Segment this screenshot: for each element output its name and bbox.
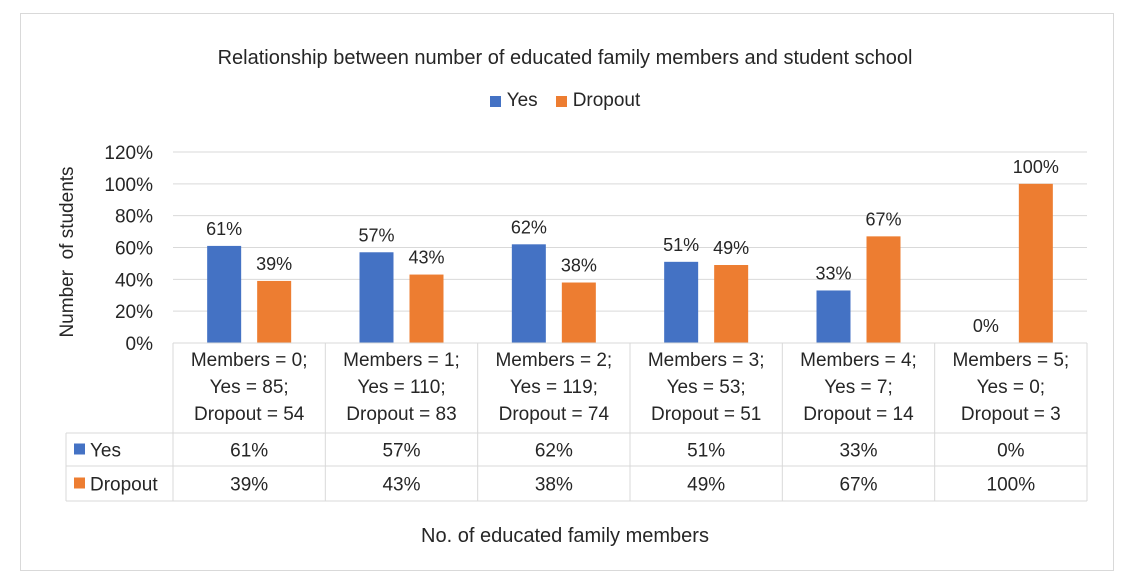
table-cell-dropout: 39% [230, 475, 268, 496]
legend-label-yes: Yes [506, 90, 538, 111]
y-tick-label: 40% [115, 270, 153, 291]
data-label-yes: 62% [511, 217, 547, 237]
chart-title: Relationship between number of educated … [217, 47, 913, 69]
table-cell-dropout: 49% [687, 475, 725, 496]
y-tick-label: 60% [115, 239, 153, 260]
category-label: Members = 3; [648, 350, 765, 371]
legend-swatch-dropout [555, 95, 567, 107]
y-tick-label: 120% [104, 143, 153, 164]
legend-swatch-yes [489, 95, 501, 107]
data-label-dropout: 38% [561, 256, 597, 276]
legend-item-dropout: Dropout [555, 90, 641, 112]
bar-dropout-1 [409, 274, 444, 343]
data-label-dropout: 67% [865, 209, 901, 229]
category-label: Members = 5; [952, 350, 1069, 371]
bar-dropout-5 [1018, 183, 1053, 343]
table-cell-dropout: 100% [987, 475, 1036, 496]
y-tick-label: 80% [115, 207, 153, 228]
bar-yes-0 [207, 245, 242, 343]
category-label: Dropout = 54 [194, 404, 305, 425]
bar-dropout-4 [866, 236, 901, 343]
y-tick-label: 100% [104, 175, 153, 196]
bar-yes-2 [511, 244, 546, 343]
bar-dropout-0 [257, 280, 292, 343]
table-cell-yes: 33% [839, 441, 877, 462]
table-cell-dropout: 67% [839, 475, 877, 496]
y-tick-label: 0% [126, 334, 154, 355]
category-label: Yes = 119; [510, 377, 598, 398]
data-label-dropout: 39% [256, 254, 292, 274]
data-label-dropout: 43% [408, 248, 444, 268]
table-legend-key-dropout [74, 477, 85, 489]
legend-label-dropout: Dropout [572, 90, 641, 111]
table-row-label: Yes [90, 441, 121, 462]
table-cell-yes: 51% [687, 441, 725, 462]
data-label-yes: 57% [358, 225, 394, 245]
category-label: Yes = 0; [977, 377, 1046, 398]
category-label: Dropout = 83 [346, 404, 456, 425]
table-cell-dropout: 38% [535, 475, 573, 496]
y-tick-label: 20% [115, 302, 153, 323]
legend: Yes Dropout [0, 90, 1130, 112]
data-label-yes: 33% [815, 263, 851, 283]
data-label-yes: 51% [663, 235, 699, 255]
bar-yes-1 [359, 252, 394, 343]
table-cell-dropout: 43% [382, 475, 420, 496]
bar-dropout-2 [561, 282, 596, 343]
table-cell-yes: 61% [230, 441, 268, 462]
category-label: Dropout = 3 [961, 404, 1061, 425]
category-label: Dropout = 74 [499, 404, 610, 425]
category-label: Dropout = 51 [651, 404, 761, 425]
legend-item-yes: Yes [489, 90, 538, 112]
bar-yes-4 [816, 290, 851, 343]
x-axis-label: No. of educated family members [421, 525, 709, 547]
category-label: Members = 2; [495, 350, 612, 371]
data-label-yes: 0% [973, 316, 999, 336]
data-label-yes: 61% [206, 219, 242, 239]
table-cell-yes: 57% [382, 441, 420, 462]
table-cell-yes: 62% [535, 441, 573, 462]
category-label: Dropout = 14 [803, 404, 914, 425]
category-label: Members = 4; [800, 350, 917, 371]
category-label: Members = 1; [343, 350, 460, 371]
data-label-dropout: 49% [713, 238, 749, 258]
table-row-label: Dropout [90, 475, 158, 496]
category-label: Yes = 110; [357, 377, 445, 398]
table-cell-yes: 0% [997, 441, 1025, 462]
table-legend-key-yes [74, 443, 85, 455]
bar-yes-3 [664, 261, 699, 343]
category-label: Yes = 85; [210, 377, 289, 398]
bar-dropout-3 [714, 265, 749, 343]
category-label: Members = 0; [191, 350, 308, 371]
category-label: Yes = 53; [667, 377, 746, 398]
category-label: Yes = 7; [824, 377, 893, 398]
data-label-dropout: 100% [1013, 157, 1059, 177]
